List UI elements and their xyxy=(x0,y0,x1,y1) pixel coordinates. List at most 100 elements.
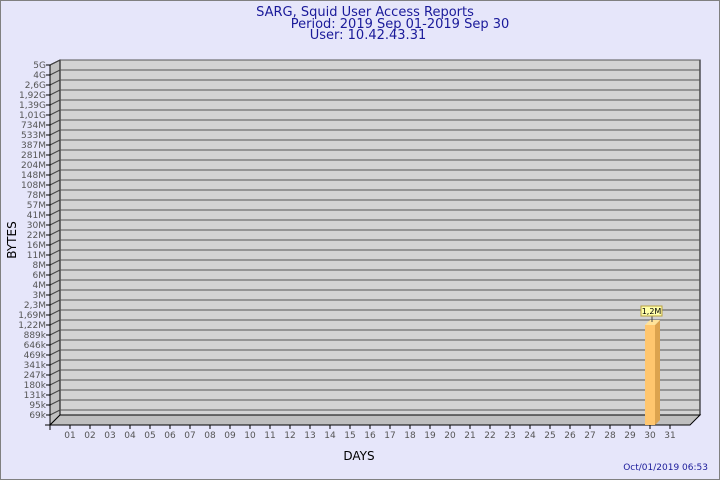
grid-diagonal xyxy=(49,309,61,316)
x-tick-label: 11 xyxy=(264,431,275,441)
y-tick-label: 1,39G xyxy=(19,101,46,111)
y-tick-label: 3M xyxy=(33,291,47,301)
y-tick-label: 41M xyxy=(27,211,46,221)
y-tick-label: 889k xyxy=(24,331,47,341)
grid-diagonal xyxy=(49,239,61,246)
x-tick-label: 16 xyxy=(364,431,376,441)
x-tick-label: 24 xyxy=(524,431,536,441)
x-tick-label: 17 xyxy=(384,431,395,441)
y-tick-label: 2,3M xyxy=(24,301,46,311)
x-tick-label: 31 xyxy=(664,431,675,441)
x-tick-label: 20 xyxy=(444,431,456,441)
x-tick-label: 29 xyxy=(624,431,636,441)
x-tick-label: 27 xyxy=(584,431,595,441)
grid-diagonal xyxy=(49,319,61,326)
back-wall xyxy=(59,59,701,416)
grid-diagonal xyxy=(49,409,61,416)
x-tick-label: 18 xyxy=(404,431,416,441)
bar-side-day-30 xyxy=(655,320,660,425)
y-tick-label: 57M xyxy=(27,201,46,211)
grid-diagonal xyxy=(49,339,61,346)
y-tick-label: 533M xyxy=(21,131,46,141)
x-tick-label: 08 xyxy=(204,431,216,441)
x-tick-label: 26 xyxy=(564,431,576,441)
grid-diagonal xyxy=(49,229,61,236)
x-tick-label: 25 xyxy=(544,431,555,441)
grid-diagonal xyxy=(49,59,61,66)
grid-diagonal xyxy=(49,399,61,406)
grid-diagonal xyxy=(49,349,61,356)
x-tick-label: 02 xyxy=(84,431,95,441)
x-tick-label: 30 xyxy=(644,431,656,441)
grid-diagonal xyxy=(49,79,61,86)
floor xyxy=(48,414,702,426)
grid-diagonal xyxy=(49,99,61,106)
grid-diagonal xyxy=(49,269,61,276)
y-tick-label: 16M xyxy=(27,241,46,251)
y-tick-label: 30M xyxy=(27,221,46,231)
y-tick-label: 247k xyxy=(24,371,47,381)
grid-diagonal xyxy=(49,89,61,96)
grid-diagonal xyxy=(49,109,61,116)
x-tick-label: 07 xyxy=(184,431,195,441)
grid-diagonal xyxy=(49,169,61,176)
y-axis-label: BYTES xyxy=(5,221,19,258)
grid-diagonal xyxy=(49,299,61,306)
x-tick-label: 06 xyxy=(164,431,176,441)
y-tick-label: 5G xyxy=(33,61,46,71)
y-tick-label: 11M xyxy=(27,251,46,261)
grid-diagonal xyxy=(49,159,61,166)
grid-diagonal xyxy=(49,209,61,216)
x-tick-label: 15 xyxy=(344,431,355,441)
grid-diagonal xyxy=(49,199,61,206)
x-tick-label: 12 xyxy=(284,431,295,441)
chart-period: Period: 2019 Sep 01-2019 Sep 30 xyxy=(291,17,510,32)
y-tick-label: 469k xyxy=(24,351,47,361)
grid-diagonal xyxy=(49,379,61,386)
x-tick-label: 13 xyxy=(304,431,315,441)
y-tick-label: 78M xyxy=(27,191,46,201)
generated-timestamp: Oct/01/2019 06:53 xyxy=(623,463,708,473)
x-tick-label: 23 xyxy=(504,431,515,441)
y-tick-label: 108M xyxy=(21,181,46,191)
x-tick-label: 03 xyxy=(104,431,115,441)
grid-diagonal xyxy=(49,289,61,296)
data-label: 1,2M xyxy=(642,307,662,316)
y-tick-label: 646k xyxy=(24,341,47,351)
grid-diagonal xyxy=(49,389,61,396)
x-tick-label: 10 xyxy=(244,431,256,441)
grid-diagonal xyxy=(49,219,61,226)
y-tick-label: 22M xyxy=(27,231,46,241)
y-tick-label: 4M xyxy=(33,281,47,291)
y-tick-label: 281M xyxy=(21,151,46,161)
data-label-box xyxy=(640,305,663,317)
x-axis-label: DAYS xyxy=(343,449,374,463)
y-tick-label: 4G xyxy=(33,71,46,81)
grid-diagonal xyxy=(49,119,61,126)
y-tick-label: 8M xyxy=(33,261,47,271)
grid-diagonal xyxy=(49,279,61,286)
y-tick-label: 69k xyxy=(29,411,46,421)
y-tick-label: 734M xyxy=(21,121,46,131)
x-tick-label: 14 xyxy=(324,431,336,441)
bar-day-30 xyxy=(645,325,655,425)
chart-title: SARG, Squid User Access Reports xyxy=(256,5,474,20)
x-tick-label: 21 xyxy=(464,431,475,441)
y-tick-label: 95k xyxy=(29,401,46,411)
y-tick-label: 204M xyxy=(21,161,46,171)
x-tick-label: 22 xyxy=(484,431,495,441)
grid-diagonal xyxy=(49,249,61,256)
y-tick-label: 131k xyxy=(24,391,47,401)
grid-diagonal xyxy=(49,69,61,76)
grid-diagonal xyxy=(49,329,61,336)
grid-diagonal xyxy=(49,359,61,366)
y-tick-label: 387M xyxy=(21,141,46,151)
y-tick-label: 1,01G xyxy=(19,111,46,121)
bar-top-day-30 xyxy=(645,320,660,325)
grid-diagonal xyxy=(49,129,61,136)
chart-user: User: 10.42.43.31 xyxy=(310,28,426,43)
grid-diagonal xyxy=(49,259,61,266)
grid-diagonal xyxy=(49,149,61,156)
x-tick-label: 09 xyxy=(224,431,236,441)
y-tick-label: 341k xyxy=(24,361,47,371)
